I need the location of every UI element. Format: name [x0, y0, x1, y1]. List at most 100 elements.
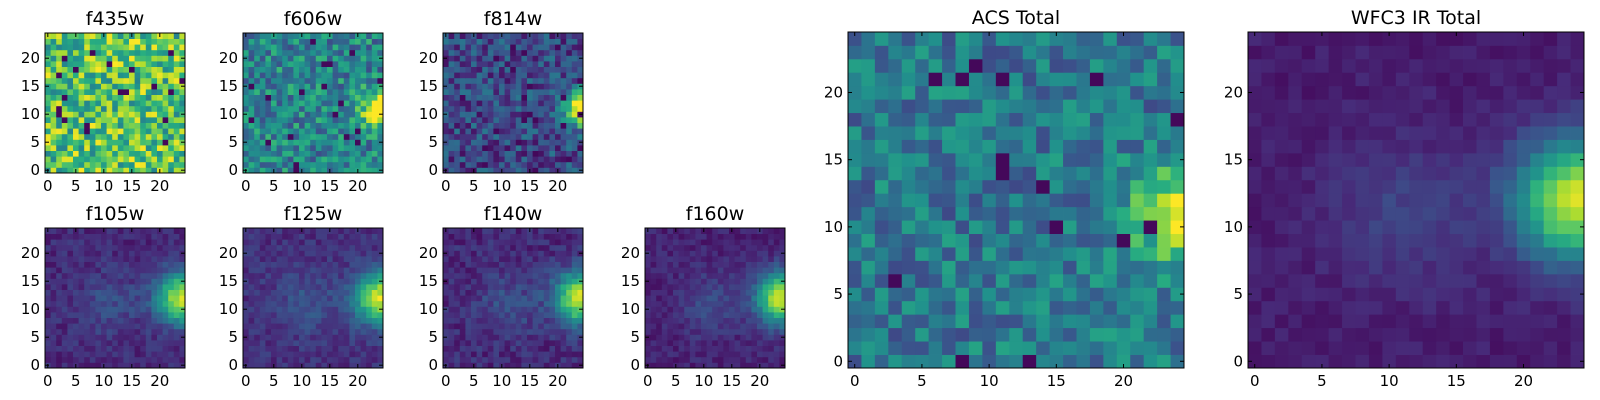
heatmap-cell: [276, 55, 283, 62]
heatmap-cell: [78, 261, 85, 268]
heatmap-cell: [84, 272, 91, 279]
heatmap-cell: [538, 228, 545, 234]
heatmap-cell: [89, 328, 96, 335]
heatmap-cell: [304, 256, 311, 262]
heatmap-cell: [968, 193, 983, 208]
heatmap-cell: [84, 278, 91, 285]
heatmap-cell: [532, 122, 539, 129]
heatmap-cell: [549, 340, 556, 346]
heatmap-cell: [157, 261, 163, 268]
heatmap-cell: [566, 340, 573, 346]
heatmap-cell: [656, 300, 663, 307]
heatmap-cell: [248, 345, 255, 352]
heatmap-cell: [293, 72, 300, 79]
heatmap-cell: [321, 340, 328, 346]
heatmap-cell: [145, 139, 152, 146]
heatmap-cell: [1089, 179, 1104, 194]
heatmap-cell: [377, 300, 384, 307]
heatmap-cell: [304, 284, 311, 290]
axes-frame: [44, 227, 186, 369]
heatmap-cell: [265, 233, 272, 240]
heatmap-cell: [140, 272, 147, 279]
heatmap-cell: [745, 244, 752, 251]
heatmap-cell: [745, 272, 752, 279]
heatmap-cell: [555, 244, 561, 251]
heatmap-cell: [1063, 206, 1077, 221]
heatmap-cell: [304, 278, 311, 285]
heatmap-cell: [248, 284, 255, 290]
heatmap-cell: [73, 66, 79, 73]
heatmap-cell: [1089, 341, 1104, 355]
heatmap-cell: [661, 295, 668, 302]
heatmap-cell: [566, 267, 573, 274]
heatmap-cell: [510, 117, 517, 123]
heatmap-cell: [493, 306, 500, 313]
heatmap-cell: [566, 334, 573, 341]
heatmap-cell: [549, 351, 556, 358]
heatmap-cell: [371, 323, 378, 330]
heatmap-cell: [515, 133, 522, 140]
heatmap-cell: [560, 66, 567, 73]
heatmap-cell: [549, 100, 556, 107]
heatmap-cell: [499, 55, 505, 62]
heatmap-cell: [162, 345, 169, 352]
heatmap-cell: [1063, 179, 1077, 194]
heatmap-cell: [459, 244, 466, 251]
heatmap-cell: [555, 233, 561, 240]
heatmap-cell: [276, 228, 283, 234]
heatmap-cell: [476, 284, 483, 290]
heatmap-cell: [271, 312, 277, 318]
heatmap-cell: [1157, 287, 1171, 302]
heatmap-cell: [56, 312, 63, 318]
heatmap-cell: [740, 323, 747, 330]
x-tick-label: 15: [320, 372, 339, 390]
heatmap-cell: [549, 49, 556, 56]
heatmap-cell: [67, 289, 74, 296]
heatmap-cell: [515, 323, 522, 330]
heatmap-cell: [338, 122, 345, 129]
heatmap-cell: [162, 145, 169, 151]
heatmap-cell: [667, 306, 674, 313]
heatmap-cell: [293, 49, 300, 56]
y-tick-label: 20: [21, 49, 40, 67]
heatmap-cell: [874, 247, 889, 261]
heatmap-cell: [315, 94, 322, 101]
heatmap-cell: [304, 300, 311, 307]
heatmap-cell: [89, 256, 96, 262]
heatmap-cell: [521, 256, 528, 262]
heatmap-cell: [454, 340, 461, 346]
heatmap-cell: [757, 351, 763, 358]
heatmap-cell: [282, 345, 289, 352]
heatmap-cell: [734, 267, 741, 274]
heatmap-cell: [538, 323, 545, 330]
axes-frame: [442, 32, 584, 174]
heatmap-cell: [1063, 287, 1077, 302]
heatmap-cell: [712, 323, 719, 330]
heatmap-cell: [448, 77, 455, 84]
heatmap-cell: [656, 261, 663, 268]
heatmap-cell: [248, 150, 255, 157]
heatmap-cell: [45, 328, 51, 335]
heatmap-cell: [571, 300, 578, 307]
heatmap-cell: [129, 117, 135, 123]
heatmap-cell: [454, 122, 461, 129]
heatmap-cell: [338, 228, 345, 234]
heatmap-cell: [566, 105, 573, 112]
heatmap-cell: [140, 261, 147, 268]
heatmap-cell: [465, 49, 472, 56]
heatmap-cell: [112, 356, 119, 363]
heatmap-cell: [555, 317, 561, 324]
heatmap-cell: [84, 105, 91, 112]
heatmap-cell: [168, 33, 175, 39]
heatmap-cell: [1009, 327, 1024, 342]
heatmap-cell: [287, 345, 294, 352]
heatmap-cell: [459, 300, 466, 307]
heatmap-cell: [106, 94, 113, 101]
heatmap-cell: [874, 341, 889, 355]
heatmap-cell: [366, 161, 373, 168]
heatmap-cell: [140, 289, 147, 296]
heatmap-cell: [504, 306, 511, 313]
heatmap-cell: [95, 312, 102, 318]
heatmap-cell: [560, 156, 567, 163]
heatmap-cell: [510, 345, 517, 352]
